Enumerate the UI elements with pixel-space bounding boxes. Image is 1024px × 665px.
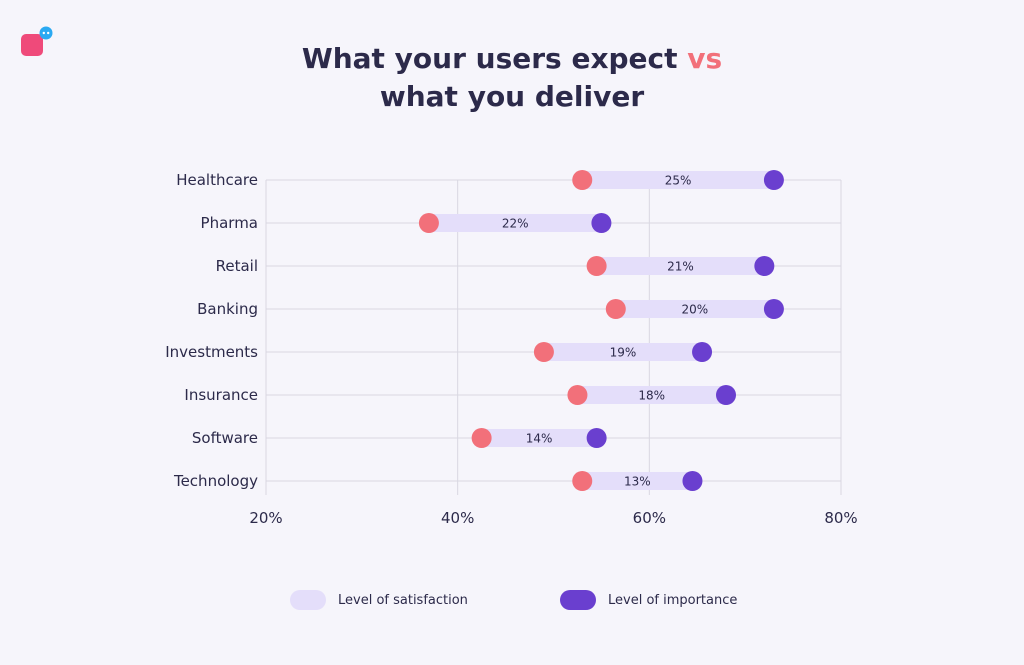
satisfaction-point bbox=[418, 213, 439, 233]
category-label: Pharma bbox=[201, 214, 258, 232]
label-layer: 20% 40% 60% 80% Healthcare 25% Pharma 22% Retail… bbox=[165, 171, 857, 527]
legend-swatch-satisfaction bbox=[290, 590, 326, 610]
x-tick-label: 40% bbox=[441, 509, 474, 527]
importance-point bbox=[586, 428, 607, 448]
legend-item-satisfaction: Level of satisfaction bbox=[290, 590, 468, 610]
gap-label: 19% bbox=[610, 346, 637, 360]
logo-bubble bbox=[39, 26, 53, 40]
gap-label: 13% bbox=[624, 475, 651, 489]
brand-logo bbox=[20, 26, 54, 60]
importance-point bbox=[591, 213, 612, 233]
importance-point bbox=[716, 385, 736, 405]
legend-label-satisfaction: Level of satisfaction bbox=[338, 592, 468, 608]
importance-point bbox=[763, 299, 784, 319]
satisfaction-point bbox=[572, 471, 593, 491]
gap-label: 20% bbox=[682, 303, 709, 317]
gap-bar bbox=[596, 257, 765, 275]
gap-label: 21% bbox=[667, 260, 694, 274]
chart-title: What your users expect vs what you deliv… bbox=[0, 40, 1024, 116]
category-label: Retail bbox=[216, 257, 258, 275]
gap-bar bbox=[582, 171, 774, 189]
legend-label-importance: Level of importance bbox=[608, 592, 738, 608]
gap-label: 18% bbox=[638, 389, 665, 403]
importance-point bbox=[763, 170, 784, 190]
legend: Level of satisfaction Level of importanc… bbox=[290, 590, 770, 616]
dot-layer bbox=[418, 170, 784, 491]
satisfaction-point bbox=[567, 385, 588, 405]
x-tick-label: 60% bbox=[633, 509, 666, 527]
legend-swatch-importance bbox=[560, 590, 596, 610]
category-label: Technology bbox=[173, 472, 258, 490]
gap-bar bbox=[615, 300, 774, 318]
gap-label: 25% bbox=[665, 174, 692, 188]
x-tick-label: 20% bbox=[249, 509, 282, 527]
importance-point bbox=[754, 256, 775, 276]
gap-bar bbox=[543, 343, 703, 361]
title-line1-accent: vs bbox=[687, 42, 723, 75]
satisfaction-point bbox=[586, 256, 607, 276]
category-label: Banking bbox=[197, 300, 258, 318]
gap-label: 14% bbox=[526, 432, 553, 446]
gap-bar bbox=[577, 386, 726, 404]
title-line1-main: What your users expect bbox=[301, 42, 678, 75]
satisfaction-point bbox=[533, 342, 554, 362]
category-label: Investments bbox=[165, 343, 258, 361]
category-label: Software bbox=[192, 429, 258, 447]
importance-point bbox=[692, 342, 713, 362]
gap-bar bbox=[428, 214, 602, 232]
legend-item-importance: Level of importance bbox=[560, 590, 737, 610]
satisfaction-point bbox=[605, 299, 626, 319]
title-line2: what you deliver bbox=[379, 80, 645, 113]
importance-point bbox=[682, 471, 703, 491]
gap-label: 22% bbox=[502, 217, 529, 231]
category-label: Insurance bbox=[184, 386, 258, 404]
category-label: Healthcare bbox=[176, 171, 258, 189]
gap-bar bbox=[582, 472, 693, 490]
bar-layer bbox=[428, 171, 774, 490]
satisfaction-point bbox=[572, 170, 593, 190]
x-tick-label: 80% bbox=[824, 509, 857, 527]
satisfaction-point bbox=[471, 428, 492, 448]
logo-square bbox=[21, 34, 43, 56]
gap-bar bbox=[481, 429, 597, 447]
